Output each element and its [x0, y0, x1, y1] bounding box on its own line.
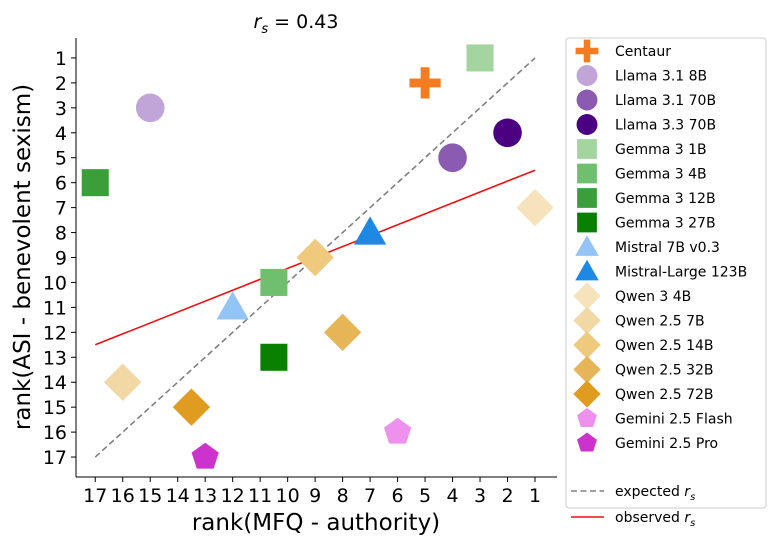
legend-marker	[577, 212, 597, 233]
legend-label: Gemma 3 1B	[615, 142, 707, 158]
legend-marker	[577, 188, 597, 208]
legend-label: Qwen 2.5 32B	[615, 363, 714, 379]
x-tick-label: 13	[193, 485, 217, 507]
legend-label: observed rs	[615, 510, 695, 529]
legend-marker	[575, 259, 599, 281]
y-axis-label: rank(ASI - benevolent sexism)	[10, 84, 36, 430]
x-tick-label: 6	[392, 485, 404, 507]
point-gemini-2-5-pro	[191, 442, 219, 469]
x-tick-label: 12	[221, 485, 245, 507]
legend-marker	[573, 331, 601, 359]
point-llama-3-3-70b	[493, 118, 522, 148]
legend-marker	[573, 380, 601, 408]
data-points	[81, 44, 554, 469]
point-gemini-2-5-flash	[383, 417, 412, 444]
y-tick-label: 5	[55, 148, 67, 170]
x-axis-ticks: 17 16 15 14 13 12 11 10 9 8 7 6 5 4 3 2 1	[83, 477, 541, 507]
legend-label: Centaur	[615, 44, 671, 60]
y-tick-label: 3	[55, 98, 67, 120]
y-tick-label: 4	[55, 123, 67, 145]
legend-marker	[576, 89, 598, 111]
legend-marker	[576, 114, 598, 135]
legend-label: Gemini 2.5 Pro	[615, 436, 718, 452]
legend-label: Gemma 3 27B	[615, 216, 716, 232]
y-tick-label: 15	[43, 397, 67, 419]
y-tick-label: 16	[43, 422, 67, 444]
title-text: rs = 0.43	[254, 11, 339, 37]
x-tick-label: 16	[111, 485, 135, 507]
x-tick-label: 11	[248, 485, 272, 507]
y-tick-label: 9	[55, 248, 67, 270]
legend-frame	[565, 37, 767, 509]
point-llama-3-1-8b	[135, 93, 165, 123]
legend-label: Llama 3.1 8B	[615, 69, 707, 85]
legend-label: expected rs	[615, 484, 695, 503]
legend-label: Qwen 2.5 14B	[615, 338, 714, 354]
y-tick-label: 2	[55, 73, 67, 95]
legend: Centaur Llama 3.1 8B Llama 3.1 70B Llama 3.…	[565, 37, 767, 529]
legend-marker	[573, 355, 601, 384]
y-tick-label: 12	[43, 322, 67, 344]
chart-title: rs = 0.43	[254, 11, 339, 37]
x-tick-label: 1	[529, 485, 541, 507]
legend-marker	[577, 139, 597, 159]
y-tick-label: 8	[55, 223, 67, 245]
legend-label: Gemini 2.5 Flash	[615, 412, 733, 428]
legend-label: Qwen 3 4B	[615, 289, 691, 305]
legend-label: Gemma 3 12B	[615, 191, 716, 207]
point-gemma-3-4b	[260, 268, 288, 296]
legend-marker	[573, 306, 601, 335]
legend-marker	[577, 163, 597, 184]
y-tick-label: 17	[43, 447, 67, 469]
legend-label: Gemma 3 4B	[615, 167, 707, 183]
point-mistral-7b-v0-3	[216, 291, 249, 320]
point-qwen-3-4b	[516, 188, 554, 227]
y-tick-label: 14	[43, 372, 67, 394]
y-tick-label: 13	[43, 347, 67, 369]
y-tick-label: 6	[55, 173, 67, 195]
legend-label: Llama 3.1 70B	[615, 93, 716, 109]
x-tick-label: 14	[166, 485, 190, 507]
x-tick-label: 8	[337, 485, 349, 507]
point-gemma-3-27b	[260, 343, 288, 371]
legend-label: Mistral-Large 123B	[615, 265, 747, 281]
point-gemma-3-12b	[81, 169, 109, 197]
legend-label: Llama 3.3 70B	[615, 118, 716, 134]
x-tick-label: 5	[419, 485, 431, 507]
legend-label: Qwen 2.5 72B	[615, 387, 714, 403]
legend-marker	[577, 408, 597, 427]
point-llama-3-1-70b	[438, 143, 467, 173]
x-tick-label: 9	[309, 485, 321, 507]
y-tick-label: 1	[55, 48, 67, 70]
legend-marker	[576, 65, 598, 86]
x-tick-label: 17	[83, 485, 107, 507]
legend-marker	[575, 235, 599, 256]
x-tick-label: 4	[447, 485, 459, 507]
point-qwen-2-5-7b	[104, 363, 142, 401]
y-tick-label: 10	[43, 272, 67, 294]
legend-marker	[573, 282, 601, 310]
y-tick-label: 7	[55, 198, 67, 220]
x-tick-label: 2	[501, 485, 513, 507]
legend-label: Qwen 2.5 7B	[615, 314, 705, 330]
point-qwen-2-5-14b	[296, 238, 334, 277]
x-tick-label: 15	[138, 485, 162, 507]
point-qwen-2-5-72b	[172, 388, 211, 426]
x-tick-label: 10	[276, 485, 300, 507]
x-axis-label: rank(MFQ - authority)	[192, 510, 440, 536]
legend-label: Mistral 7B v0.3	[615, 240, 720, 256]
x-tick-label: 7	[364, 485, 376, 507]
legend-marker	[575, 39, 599, 63]
point-centaur	[409, 67, 441, 99]
x-tick-label: 3	[474, 485, 486, 507]
point-mistral-large-123b	[353, 216, 387, 245]
y-tick-label: 11	[43, 297, 67, 319]
legend-marker	[577, 432, 597, 452]
point-gemma-3-1b	[466, 44, 494, 72]
point-qwen-2-5-32b	[323, 313, 362, 352]
